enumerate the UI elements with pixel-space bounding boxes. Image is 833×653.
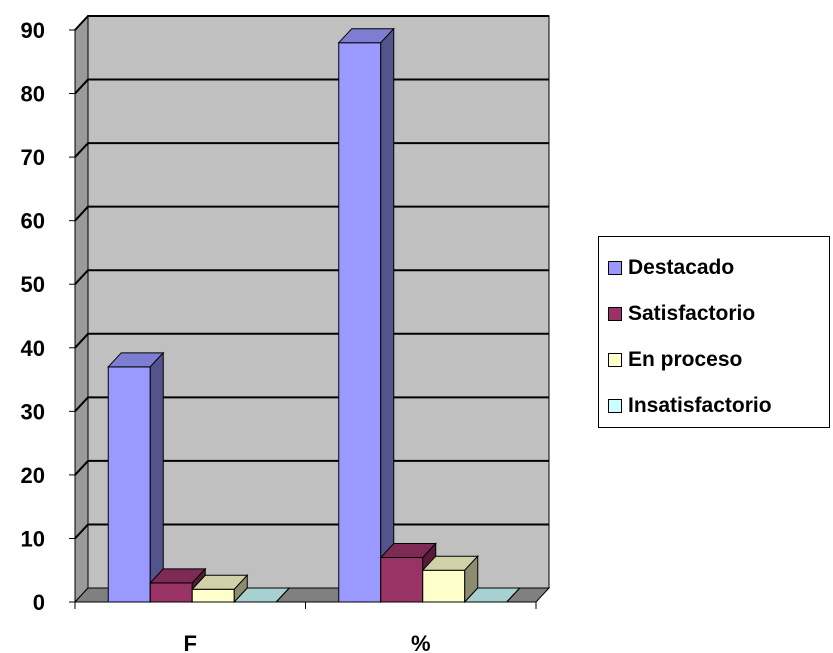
legend-item-destacado: Destacado <box>599 245 829 291</box>
bar <box>107 351 165 604</box>
legend-swatch <box>608 307 622 321</box>
bar-side <box>506 587 521 603</box>
chart-walls <box>73 14 551 604</box>
gridline <box>74 523 549 540</box>
gridline <box>74 15 549 31</box>
legend-swatch <box>608 261 622 275</box>
y-tick-label: 20 <box>21 463 45 488</box>
bar-front <box>191 588 235 603</box>
y-tick-label: 30 <box>21 399 45 424</box>
bar-side <box>380 27 395 604</box>
y-tick-label: 60 <box>21 209 45 234</box>
gridlines <box>74 15 549 540</box>
gridline <box>74 78 549 95</box>
legend-swatch <box>608 399 622 413</box>
y-tick-label: 40 <box>21 336 45 361</box>
gridline <box>74 142 549 158</box>
legend-item-satisfactorio: Satisfactorio <box>599 291 829 337</box>
legend-item-en-proceso: En proceso <box>599 337 829 383</box>
side-wall <box>74 14 89 604</box>
gridline <box>74 332 549 349</box>
legend-label: En proceso <box>628 348 743 371</box>
gridline <box>74 459 549 476</box>
y-tick-label: 70 <box>21 145 45 170</box>
y-tick-labels: 0 10 20 30 40 50 60 70 80 90 <box>21 18 45 615</box>
legend-item-insatisfactorio: Insatisfactorio <box>599 383 829 429</box>
gridline <box>74 269 549 285</box>
legend-label: Satisfactorio <box>628 302 756 325</box>
legend-label: Insatisfactorio <box>628 394 772 417</box>
y-tick-label: 50 <box>21 272 45 297</box>
y-tick-label: 0 <box>33 590 45 615</box>
y-tick-label: 80 <box>21 82 45 107</box>
bar-front <box>422 569 466 603</box>
y-tick-label: 90 <box>21 18 45 43</box>
legend-label: Destacado <box>628 256 735 279</box>
x-tick-label: F <box>184 631 197 653</box>
x-tick-labels: F% <box>184 631 431 653</box>
bars <box>107 27 521 604</box>
gridline <box>74 396 549 413</box>
back-wall <box>87 15 550 589</box>
legend-swatch <box>608 353 622 367</box>
bar-front <box>107 366 151 603</box>
bar-side <box>275 587 290 603</box>
bar <box>421 554 479 604</box>
bar <box>337 27 395 604</box>
bar-front <box>380 557 424 603</box>
y-tick-label: 10 <box>21 526 45 551</box>
gridline <box>74 205 549 222</box>
bar-side <box>149 351 164 604</box>
legend: Destacado Satisfactorio En proceso Insat… <box>598 236 830 428</box>
bar <box>191 574 249 604</box>
bar <box>233 587 291 603</box>
bar <box>463 587 521 603</box>
bar-front <box>149 582 193 603</box>
x-tick-label: % <box>411 631 431 653</box>
bar-front <box>338 42 382 603</box>
